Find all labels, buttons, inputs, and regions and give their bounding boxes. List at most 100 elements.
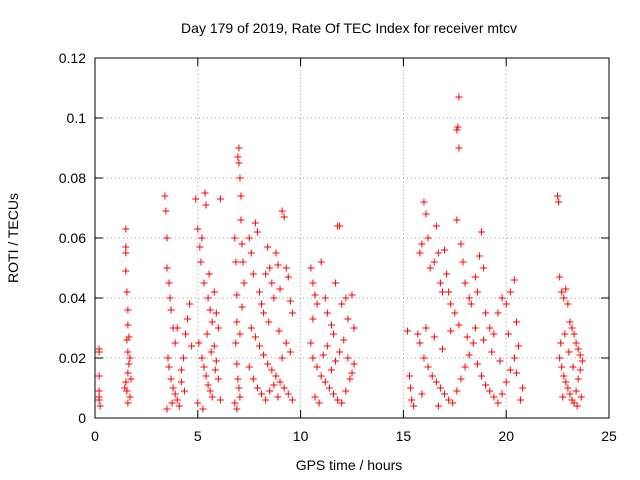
- data-point: [247, 324, 255, 332]
- data-point: [262, 396, 270, 404]
- data-point: [177, 366, 185, 374]
- data-point: [233, 318, 241, 326]
- data-point: [262, 270, 270, 278]
- data-point: [198, 234, 206, 242]
- data-point: [122, 267, 130, 275]
- data-point: [436, 384, 444, 392]
- data-point: [454, 123, 462, 131]
- data-point: [557, 339, 565, 347]
- y-tick-label: 0.1: [67, 110, 87, 126]
- data-point: [234, 375, 242, 383]
- x-tick-label: 15: [396, 428, 412, 444]
- data-point: [125, 333, 133, 341]
- data-point: [457, 240, 465, 248]
- data-point: [167, 306, 175, 314]
- data-point: [163, 234, 171, 242]
- data-point: [465, 294, 473, 302]
- data-point: [272, 372, 280, 380]
- data-point: [517, 396, 525, 404]
- y-tick-label: 0.08: [59, 170, 86, 186]
- data-point: [455, 144, 463, 152]
- data-point: [95, 372, 103, 380]
- data-point: [214, 375, 222, 383]
- data-point: [414, 330, 422, 338]
- data-point: [445, 396, 453, 404]
- y-tick-label: 0.04: [59, 290, 86, 306]
- data-point: [424, 363, 432, 371]
- data-point: [565, 348, 573, 356]
- data-point: [198, 354, 206, 362]
- data-point: [420, 198, 428, 206]
- data-point: [416, 339, 424, 347]
- data-point: [519, 384, 527, 392]
- chart-title: Day 179 of 2019, Rate Of TEC Index for r…: [181, 20, 517, 36]
- data-point: [122, 249, 130, 257]
- data-point: [512, 318, 520, 326]
- data-point: [498, 294, 506, 302]
- data-point: [449, 399, 457, 407]
- data-point: [566, 318, 574, 326]
- data-point: [212, 309, 220, 317]
- data-point: [562, 285, 570, 293]
- y-tick-label: 0.02: [59, 350, 86, 366]
- data-point: [564, 300, 572, 308]
- data-point: [480, 336, 488, 344]
- data-point: [236, 330, 244, 338]
- data-point: [408, 396, 416, 404]
- data-point: [231, 399, 239, 407]
- data-point: [576, 366, 584, 374]
- data-point: [443, 270, 451, 278]
- data-point: [125, 360, 133, 368]
- data-point: [325, 384, 333, 392]
- data-point: [278, 207, 286, 215]
- data-point: [124, 348, 132, 356]
- data-point: [336, 348, 344, 356]
- data-point: [327, 321, 335, 329]
- data-point: [482, 381, 490, 389]
- x-axis-ticks: 0 5 10 15 20 25: [91, 58, 617, 444]
- data-point: [284, 273, 292, 281]
- data-point: [512, 369, 520, 377]
- data-point: [210, 288, 218, 296]
- data-point: [276, 285, 284, 293]
- data-point: [342, 387, 350, 395]
- data-point: [265, 318, 273, 326]
- data-point: [164, 354, 172, 362]
- data-point: [194, 399, 202, 407]
- data-point: [323, 342, 331, 350]
- data-point: [124, 321, 132, 329]
- data-point: [313, 300, 321, 308]
- data-point: [317, 258, 325, 266]
- data-point: [171, 390, 179, 398]
- data-point: [211, 366, 219, 374]
- data-point: [282, 264, 290, 272]
- data-point: [570, 330, 578, 338]
- data-point: [206, 387, 214, 395]
- data-point: [233, 405, 241, 413]
- data-point: [171, 339, 179, 347]
- data-point: [350, 360, 358, 368]
- data-point: [210, 342, 218, 350]
- data-point: [175, 402, 183, 410]
- data-point: [578, 357, 586, 365]
- data-point: [288, 309, 296, 317]
- data-point: [232, 339, 240, 347]
- data-point: [208, 318, 216, 326]
- data-point: [247, 249, 255, 257]
- data-point: [451, 309, 459, 317]
- data-point: [196, 243, 204, 251]
- data-point: [504, 330, 512, 338]
- data-point: [558, 363, 566, 371]
- data-point: [422, 324, 430, 332]
- data-point: [560, 372, 568, 380]
- data-point: [332, 357, 340, 365]
- data-point: [180, 387, 188, 395]
- data-point: [346, 375, 354, 383]
- data-point: [240, 279, 248, 287]
- data-point: [268, 366, 276, 374]
- data-point: [188, 342, 196, 350]
- data-point: [467, 300, 475, 308]
- data-point: [559, 393, 567, 401]
- data-point: [418, 390, 426, 398]
- data-point: [264, 360, 272, 368]
